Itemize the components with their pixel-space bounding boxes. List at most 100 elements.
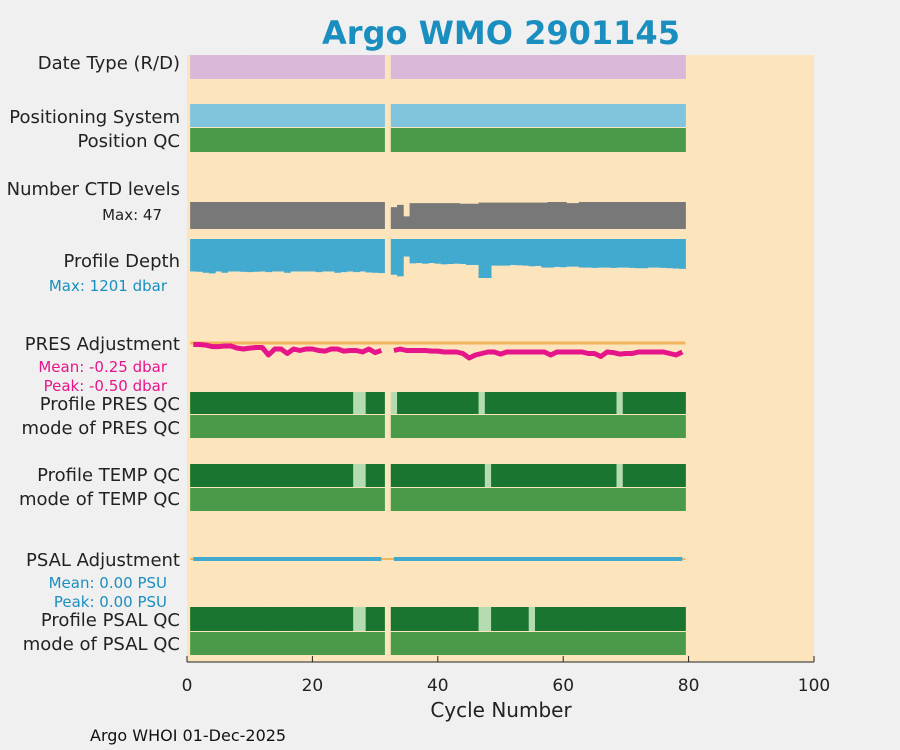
- mode-temp-qc-bar-cycle-59: [553, 488, 561, 511]
- mode-temp-qc-bar-cycle-57: [541, 488, 548, 511]
- profile-depth-bar-cycle-27: [353, 239, 360, 273]
- mode-pres-qc-bar-cycle-20: [309, 415, 316, 438]
- profile-psal-qc-bar-cycle-7: [227, 607, 235, 631]
- positioning-bar-cycle-19: [302, 104, 310, 127]
- mode-pres-qc-bar-cycle-66: [597, 415, 605, 438]
- mode-temp-qc-bar-cycle-26: [346, 488, 354, 511]
- ctd-levels-bar-cycle-35: [403, 216, 410, 229]
- mode-psal-qc-bar-cycle-56: [534, 632, 542, 655]
- mode-psal-qc-bar-cycle-72: [635, 632, 642, 655]
- positioning-bar-cycle-39: [428, 104, 436, 127]
- profile-temp-qc-bar-cycle-78: [672, 464, 680, 487]
- mode-psal-qc-bar-cycle-70: [622, 632, 630, 655]
- mode-pres-qc-bar-cycle-7: [227, 415, 235, 438]
- profile-pres-qc-bar-cycle-35: [403, 392, 410, 414]
- mode-temp-qc-bar-cycle-55: [528, 488, 536, 511]
- date-type-bar-cycle-63: [578, 55, 586, 79]
- mode-psal-qc-bar-cycle-65: [591, 632, 599, 655]
- mode-pres-qc-bar-cycle-78: [672, 415, 680, 438]
- profile-psal-qc-bar-cycle-76: [660, 607, 668, 631]
- positioning-system-bars: [190, 104, 686, 127]
- ctd-levels-bar-cycle-3: [202, 202, 210, 229]
- profile-depth-bar-cycle-21: [315, 239, 323, 273]
- positioning-bar-cycle-49: [491, 104, 498, 127]
- profile-depth-bar-cycle-73: [641, 239, 649, 269]
- position-qc-bar-cycle-15: [277, 128, 285, 152]
- date-type-bar-cycle-20: [309, 55, 316, 79]
- ctd-levels-bar-cycle-67: [603, 202, 611, 229]
- x-tick-label-100: 100: [798, 676, 830, 696]
- position-qc-bar-cycle-55: [528, 128, 536, 152]
- pres-adjustment-line: [190, 341, 686, 361]
- psal-adjustment-mean: Mean: 0.00 PSU: [49, 574, 167, 592]
- profile-pres-qc-bar-cycle-62: [572, 392, 580, 414]
- profile-pres-qc-bar-cycle-37: [415, 392, 423, 414]
- mode-psal-qc-bar-cycle-37: [415, 632, 423, 655]
- profile-temp-qc-bars: [190, 464, 686, 487]
- mode-psal-qc-bar-cycle-26: [346, 632, 354, 655]
- positioning-bar-cycle-68: [610, 104, 617, 127]
- profile-pres-qc-bar-cycle-17: [290, 392, 298, 414]
- mode-temp-qc-bar-cycle-70: [622, 488, 630, 511]
- profile-pres-qc-bar-cycle-27: [353, 392, 360, 414]
- positioning-bar-cycle-51: [503, 104, 511, 127]
- profile-pres-qc-bar-cycle-12: [259, 392, 266, 414]
- mode-temp-qc-bar-cycle-47: [478, 488, 486, 511]
- profile-temp-qc-bar-cycle-28: [359, 464, 367, 487]
- mode-temp-qc-bar-cycle-2: [196, 488, 204, 511]
- mode-psal-qc-bar-cycle-1: [190, 632, 197, 655]
- profile-depth-bar-cycle-44: [459, 239, 467, 265]
- date-type-bar-cycle-48: [484, 55, 492, 79]
- profile-psal-qc-bar-cycle-67: [603, 607, 611, 631]
- footer-credit: Argo WHOI 01-Dec-2025: [90, 726, 286, 745]
- ctd-levels-bar-cycle-57: [541, 202, 548, 229]
- position-qc-bar-cycle-33: [390, 128, 398, 152]
- mode-psal-qc-bar-cycle-24: [334, 632, 342, 655]
- mode-temp-qc-bar-cycle-11: [252, 488, 260, 511]
- profile-psal-qc-bar-cycle-12: [259, 607, 266, 631]
- mode-psal-qc-bar-cycle-42: [447, 632, 454, 655]
- mode-temp-qc-bar-cycle-29: [365, 488, 373, 511]
- mode-temp-qc-bar-cycle-22: [321, 488, 329, 511]
- mode-pres-qc-bar-cycle-33: [390, 415, 398, 438]
- profile-psal-qc-bar-cycle-13: [265, 607, 273, 631]
- mode-psal-qc-bar-cycle-50: [497, 632, 505, 655]
- mode-psal-qc-bar-cycle-13: [265, 632, 273, 655]
- profile-temp-qc-bar-cycle-13: [265, 464, 273, 487]
- profile-psal-qc-bar-cycle-37: [415, 607, 423, 631]
- profile-depth-bar-cycle-14: [271, 239, 279, 272]
- mode-pres-qc-bar-cycle-16: [284, 415, 291, 438]
- position-qc-bar-cycle-42: [447, 128, 454, 152]
- mode-psal-qc-bars: [190, 632, 686, 655]
- mode-psal-qc-bar-cycle-47: [478, 632, 486, 655]
- position-qc-bar-cycle-66: [597, 128, 605, 152]
- ctd-levels-bar-cycle-74: [647, 202, 655, 229]
- profile-pres-qc-bar-cycle-78: [672, 392, 680, 414]
- position-qc-bar-cycle-21: [315, 128, 323, 152]
- date-type-bar-cycle-41: [440, 55, 448, 79]
- mode-psal-qc-bar-cycle-38: [422, 632, 429, 655]
- ctd-levels-bar-cycle-51: [503, 202, 511, 229]
- positioning-bar-cycle-27: [353, 104, 360, 127]
- date-type-bar-cycle-78: [672, 55, 680, 79]
- position-qc-bar-cycle-79: [679, 128, 686, 152]
- profile-psal-qc-bar-cycle-4: [208, 607, 216, 631]
- profile-depth-bar-cycle-48: [484, 239, 492, 278]
- profile-temp-qc-bar-cycle-31: [378, 464, 385, 487]
- ctd-levels-bar-cycle-70: [622, 202, 630, 229]
- date-type-bar-cycle-73: [641, 55, 649, 79]
- mode-temp-qc-bar-cycle-34: [397, 488, 404, 511]
- profile-depth-bar-cycle-41: [440, 239, 448, 265]
- profile-temp-qc-bar-cycle-58: [547, 464, 555, 487]
- profile-psal-qc-bar-cycle-71: [629, 607, 636, 631]
- mode-pres-qc-bar-cycle-61: [566, 415, 574, 438]
- mode-psal-qc-bar-cycle-15: [277, 632, 285, 655]
- position-qc-bar-cycle-9: [240, 128, 247, 152]
- profile-pres-qc-bar-cycle-14: [271, 392, 279, 414]
- mode-psal-qc-bar-cycle-21: [315, 632, 323, 655]
- profile-depth-bar-cycle-26: [346, 239, 354, 272]
- date-type-bar-cycle-17: [290, 55, 298, 79]
- mode-psal-qc-bar-cycle-67: [603, 632, 611, 655]
- profile-depth-bar-cycle-62: [572, 239, 580, 267]
- ctd-levels-bar-cycle-55: [528, 202, 536, 229]
